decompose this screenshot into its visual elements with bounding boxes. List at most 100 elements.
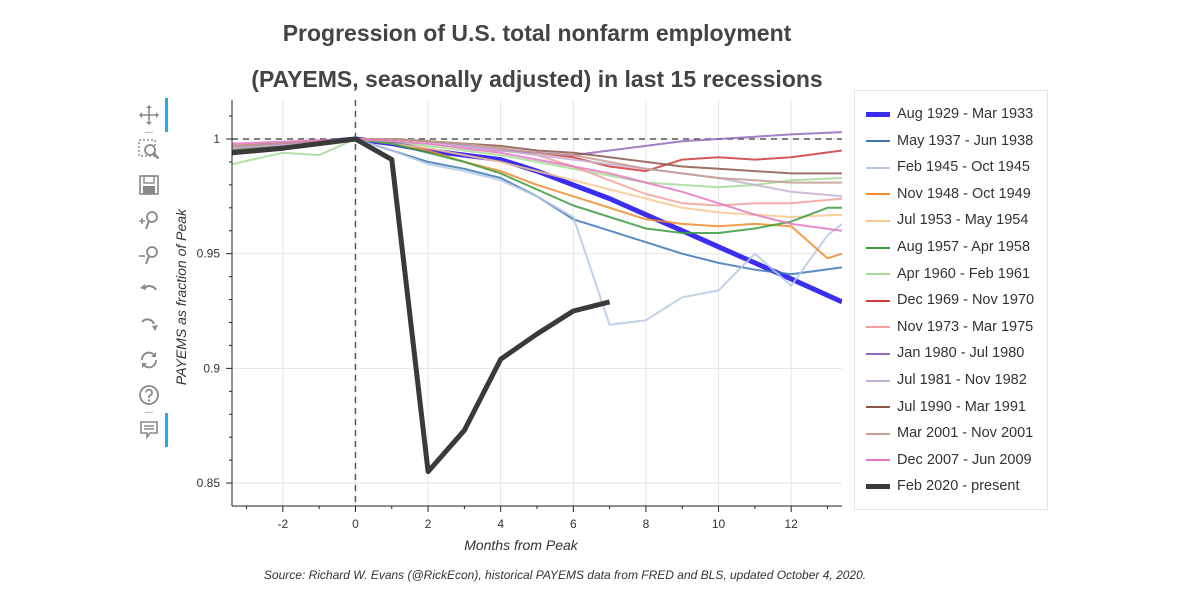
redo-tool-button[interactable]	[134, 310, 164, 340]
legend-item-jan-1980-jul-1980[interactable]: Jan 1980 - Jul 1980	[855, 341, 1049, 367]
series-group	[232, 131, 842, 475]
zoom-out-tool-icon	[139, 246, 158, 265]
legend-swatch	[866, 406, 890, 409]
series-line-feb-2020-present[interactable]	[232, 136, 611, 475]
x-tick-label: 12	[784, 517, 798, 531]
legend-label: Nov 1973 - Mar 1975	[897, 318, 1034, 335]
legend-swatch	[866, 193, 890, 196]
legend-item-jul-1990-mar-1991[interactable]: Jul 1990 - Mar 1991	[855, 395, 1049, 421]
legend-swatch	[866, 273, 890, 276]
legend-item-feb-1945-oct-1945[interactable]: Feb 1945 - Oct 1945	[855, 155, 1049, 181]
legend-label: Dec 1969 - Nov 1970	[897, 292, 1035, 309]
x-axis-label: Months from Peak	[464, 537, 579, 553]
series-line-aug-1929-mar-1933[interactable]	[232, 136, 842, 305]
x-tick-label: 10	[712, 517, 726, 531]
toolbar-separator	[145, 412, 153, 413]
x-tick-label: 2	[425, 517, 432, 531]
series-line-aug-1957-apr-1958[interactable]	[232, 138, 842, 234]
box-zoom-tool-button[interactable]	[134, 135, 164, 165]
x-tick-label: -2	[277, 517, 288, 531]
legend-item-mar-2001-nov-2001[interactable]: Mar 2001 - Nov 2001	[855, 421, 1049, 447]
box-zoom-tool-icon	[138, 139, 160, 160]
chart-title-line-2: (PAYEMS, seasonally adjusted) in last 15…	[251, 66, 823, 92]
legend-item-jul-1981-nov-1982[interactable]: Jul 1981 - Nov 1982	[855, 368, 1049, 394]
legend-item-feb-2020-present[interactable]: Feb 2020 - present	[855, 474, 1049, 500]
chart-legend: Aug 1929 - Mar 1933 May 1937 - Jun 1938 Fe…	[854, 90, 1048, 510]
legend-label: Apr 1960 - Feb 1961	[897, 265, 1031, 282]
legend-label: Jan 1980 - Jul 1980	[897, 345, 1025, 362]
legend-swatch	[866, 140, 890, 143]
legend-swatch	[866, 432, 890, 435]
legend-swatch	[866, 459, 890, 462]
legend-item-nov-1973-mar-1975[interactable]: Nov 1973 - Mar 1975	[855, 315, 1049, 341]
active-tool-indicator	[165, 98, 168, 132]
legend-swatch	[866, 166, 890, 169]
source-note: Source: Richard W. Evans (@RickEcon), hi…	[263, 568, 867, 582]
legend-item-nov-1948-oct-1949[interactable]: Nov 1948 - Oct 1949	[855, 182, 1049, 208]
legend-label: Nov 1948 - Oct 1949	[897, 185, 1031, 202]
legend-swatch	[866, 352, 890, 355]
legend-item-dec-1969-nov-1970[interactable]: Dec 1969 - Nov 1970	[855, 288, 1049, 314]
legend-item-aug-1957-apr-1958[interactable]: Aug 1957 - Apr 1958	[855, 235, 1049, 261]
legend-swatch	[866, 112, 890, 117]
x-tick-label: 8	[643, 517, 650, 531]
reset-tool-button[interactable]	[134, 345, 164, 375]
zoom-out-tool-button[interactable]	[134, 240, 164, 270]
chart-title-line-1: Progression of U.S. total nonfarm employ…	[282, 20, 792, 46]
legend-swatch	[866, 326, 890, 329]
series-line-nov-1948-oct-1949[interactable]	[232, 138, 842, 260]
legend-item-may-1937-jun-1938[interactable]: May 1937 - Jun 1938	[855, 129, 1049, 155]
x-tick-label: 4	[497, 517, 504, 531]
hover-tool-icon	[140, 421, 158, 440]
legend-swatch	[866, 246, 890, 249]
legend-label: Jul 1981 - Nov 1982	[897, 372, 1027, 388]
zoom-in-tool-icon	[139, 211, 158, 230]
y-tick-label: 0.95	[197, 247, 221, 261]
undo-tool-button[interactable]	[134, 275, 164, 305]
legend-item-apr-1960-feb-1961[interactable]: Apr 1960 - Feb 1961	[855, 262, 1049, 288]
series-line-apr-1960-feb-1961[interactable]	[232, 138, 842, 189]
series-line-dec-2007-jun-2009[interactable]	[232, 138, 842, 232]
legend-label: Jul 1990 - Mar 1991	[897, 398, 1026, 415]
active-tool-indicator	[165, 413, 168, 447]
hover-tool-button[interactable]	[134, 415, 164, 445]
legend-swatch	[866, 379, 890, 382]
legend-label: Mar 2001 - Nov 2001	[897, 425, 1034, 442]
legend-label: Dec 2007 - Jun 2009	[897, 451, 1032, 468]
zoom-in-tool-button[interactable]	[134, 205, 164, 235]
legend-label: May 1937 - Jun 1938	[897, 132, 1034, 149]
legend-label: Aug 1929 - Mar 1933	[897, 106, 1034, 122]
help-tool-button[interactable]	[134, 380, 164, 410]
y-axis-label: PAYEMS as fraction of Peak	[173, 208, 189, 385]
y-tick-label: 1	[213, 132, 220, 146]
undo-tool-icon	[140, 284, 157, 291]
legend-item-dec-2007-jun-2009[interactable]: Dec 2007 - Jun 2009	[855, 448, 1049, 474]
help-tool-icon	[139, 385, 159, 405]
series-line-jul-1953-may-1954[interactable]	[232, 138, 842, 218]
y-tick-label: 0.85	[197, 476, 221, 490]
legend-item-jul-1953-may-1954[interactable]: Jul 1953 - May 1954	[855, 208, 1049, 234]
x-tick-label: 6	[570, 517, 577, 531]
legend-label: Feb 1945 - Oct 1945	[897, 159, 1030, 176]
legend-label: Feb 2020 - present	[897, 478, 1020, 495]
legend-swatch	[866, 219, 890, 222]
series-line-jul-1981-nov-1982[interactable]	[232, 138, 842, 198]
y-tick-label: 0.9	[203, 361, 220, 375]
pan-tool-icon	[139, 105, 159, 125]
save-tool-icon	[139, 175, 159, 195]
pan-tool-button[interactable]	[134, 100, 164, 130]
toolbar-separator	[145, 132, 153, 133]
save-tool-button[interactable]	[134, 170, 164, 200]
legend-item-aug-1929-mar-1933[interactable]: Aug 1929 - Mar 1933	[855, 102, 1049, 128]
series-line-mar-2001-nov-2001[interactable]	[232, 138, 842, 184]
series-line-feb-1945-oct-1945[interactable]	[232, 138, 842, 326]
x-tick-label: 0	[352, 517, 359, 531]
redo-tool-icon	[141, 318, 158, 331]
reset-tool-icon	[141, 351, 157, 369]
legend-swatch	[866, 299, 890, 302]
chart-toolbar	[134, 95, 172, 455]
legend-label: Jul 1953 - May 1954	[897, 212, 1029, 229]
legend-swatch	[866, 484, 890, 490]
legend-label: Aug 1957 - Apr 1958	[897, 239, 1031, 255]
